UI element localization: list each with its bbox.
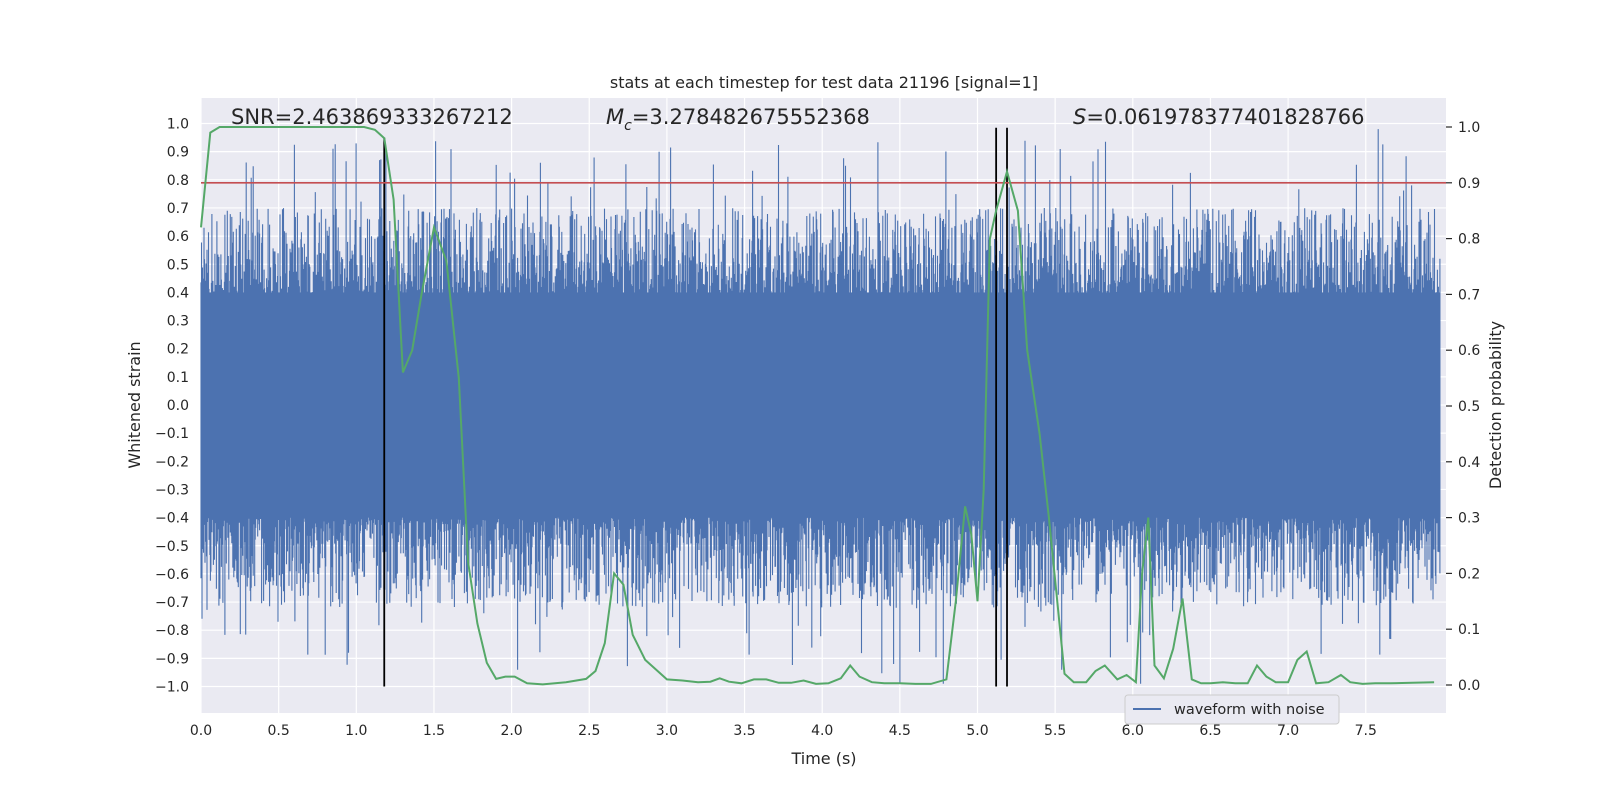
y-tick-label: −0.1: [155, 426, 189, 442]
x-tick-label: 2.5: [578, 723, 600, 739]
x-axis-label: Time (s): [790, 749, 856, 768]
y-tick-label: 0.8: [167, 173, 189, 189]
y-tick-label: −0.8: [155, 623, 189, 639]
y-tick-label: 0.0: [167, 398, 189, 414]
y2-axis-label: Detection probability: [1486, 321, 1505, 489]
s-value: =0.061978377401828766: [1086, 105, 1364, 129]
y2-tick-label: 1.0: [1458, 120, 1480, 136]
x-tick-label: 6.0: [1122, 723, 1144, 739]
y-tick-label: 0.5: [167, 257, 189, 273]
x-tick-label: 1.0: [345, 723, 367, 739]
y2-tick-label: 0.7: [1458, 287, 1480, 303]
legend-label: waveform with noise: [1174, 702, 1325, 718]
snr-annotation: SNR=2.463869333267212: [231, 105, 513, 129]
y2-tick-label: 0.6: [1458, 343, 1480, 359]
y-tick-label: 0.9: [167, 145, 189, 161]
waveform-spikes: [200, 129, 1441, 684]
x-axis-ticks: 0.0 0.5 1.0 1.5 2.0 2.5 3.0 3.5 4.0 4.5 5.0 5.5 6.0 6…: [190, 723, 1377, 739]
y-tick-label: −0.7: [155, 595, 189, 611]
y-axis-label: Whitened strain: [125, 341, 144, 468]
y-tick-label: 0.3: [167, 314, 189, 330]
x-tick-label: 5.0: [966, 723, 988, 739]
x-tick-label: 6.5: [1199, 723, 1221, 739]
legend-box: [1124, 694, 1340, 725]
y-tick-label: −0.2: [155, 454, 189, 470]
y2-tick-label: 0.0: [1458, 678, 1480, 694]
y2-tick-label: 0.2: [1458, 566, 1480, 582]
y2-tick-label: 0.4: [1458, 455, 1480, 471]
chart-title: stats at each timestep for test data 211…: [610, 73, 1038, 92]
probability-series: [200, 126, 1435, 686]
y-tick-label: 0.2: [167, 342, 189, 358]
y-tick-label: −0.6: [155, 567, 189, 583]
y-tick-label: 0.6: [167, 229, 189, 245]
y-tick-label: −0.9: [155, 651, 189, 667]
y2-tick-label: 0.8: [1458, 232, 1480, 248]
s-annotation: S=0.061978377401828766: [1073, 105, 1364, 129]
y2-tick-label: 0.9: [1458, 176, 1480, 192]
x-tick-label: 0.0: [190, 723, 212, 739]
y-tick-label: −0.5: [155, 539, 189, 555]
x-tick-label: 4.0: [811, 723, 833, 739]
y2-axis-ticks: 1.0 0.9 0.8 0.7 0.6 0.5 0.4 0.3 0.2 0.1 0.0: [1446, 120, 1480, 694]
chirp-mass-subscript: c: [624, 118, 632, 134]
s-symbol: S: [1073, 105, 1086, 129]
y2-tick-label: 0.5: [1458, 399, 1480, 415]
chirp-mass-value: =3.278482675552368: [632, 105, 870, 129]
y-tick-label: −0.4: [155, 511, 189, 527]
y-tick-label: 0.4: [167, 285, 189, 301]
x-tick-label: 2.0: [500, 723, 522, 739]
marker-lines: [383, 127, 1008, 687]
x-tick-label: 7.0: [1277, 723, 1299, 739]
y2-tick-label: 0.1: [1458, 622, 1480, 638]
x-tick-label: 5.5: [1044, 723, 1066, 739]
y-tick-label: −1.0: [155, 680, 189, 696]
y-tick-label: 1.0: [167, 117, 189, 133]
x-tick-label: 1.5: [423, 723, 445, 739]
chirp-mass-annotation: Mc=3.278482675552368: [606, 105, 870, 134]
y-axis-ticks: 1.0 0.9 0.8 0.7 0.6 0.5 0.4 0.3 0.2 0.1 0.0 −0.1 −0.…: [155, 117, 189, 696]
waveform-series: [200, 129, 1441, 684]
x-tick-label: 7.5: [1355, 723, 1377, 739]
x-tick-label: 0.5: [268, 723, 290, 739]
y2-tick-label: 0.3: [1458, 511, 1480, 527]
x-tick-label: 3.5: [733, 723, 755, 739]
y-tick-label: −0.3: [155, 482, 189, 498]
y-tick-label: 0.7: [167, 201, 189, 217]
chirp-mass-symbol: M: [606, 105, 624, 129]
legend: waveform with noise: [1124, 694, 1340, 725]
y-tick-label: 0.1: [167, 370, 189, 386]
x-tick-label: 4.5: [889, 723, 911, 739]
x-tick-label: 3.0: [656, 723, 678, 739]
